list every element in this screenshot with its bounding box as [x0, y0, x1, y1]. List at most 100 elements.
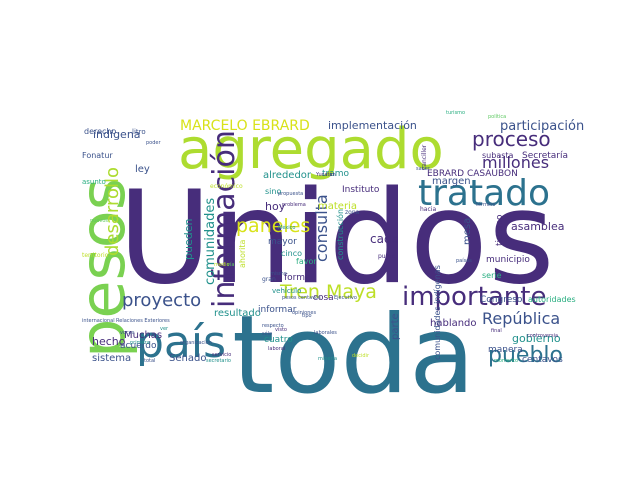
- cloud-word: asunto: [82, 178, 106, 186]
- cloud-word: decidir: [352, 353, 370, 359]
- cloud-word: derecho: [84, 127, 117, 136]
- cloud-word: punto: [378, 253, 396, 260]
- cloud-word: Congreso: [480, 295, 523, 305]
- cloud-word: agregado: [178, 117, 444, 182]
- cloud-word: tramo: [322, 169, 350, 179]
- cloud-word: nuevos: [90, 218, 108, 224]
- cloud-word: total: [144, 358, 155, 364]
- cloud-word: Tren Maya: [279, 281, 377, 303]
- cloud-word: construcción: [335, 209, 345, 260]
- cloud-word: proyecto: [122, 290, 201, 311]
- cloud-word: tiempo: [495, 214, 505, 246]
- cloud-word: territorio: [82, 252, 109, 259]
- cloud-word: Instituto: [342, 185, 380, 195]
- cloud-word: millones: [482, 153, 549, 172]
- cloud-word: implementación: [328, 119, 417, 132]
- cloud-word: parte: [390, 313, 401, 340]
- cloud-word: mayor: [268, 237, 297, 247]
- cloud-word: propuesta: [278, 191, 303, 197]
- cloud-word: ver: [160, 326, 169, 332]
- cloud-word: mesa: [462, 218, 473, 245]
- cloud-word: política: [488, 113, 506, 120]
- cloud-word: zona: [345, 209, 360, 216]
- cloud-word: secretario: [206, 358, 231, 364]
- cloud-word: autoridades: [528, 295, 576, 304]
- cloud-word: tratado: [418, 173, 550, 214]
- cloud-word: término: [476, 201, 496, 208]
- cloud-word: serie: [482, 271, 502, 280]
- cloud-word: comunidades: [203, 198, 218, 285]
- cloud-word: pueden: [182, 219, 195, 260]
- cloud-word: consulta: [312, 194, 331, 262]
- cloud-word: sino: [265, 187, 281, 196]
- cloud-word: canciller: [421, 144, 428, 170]
- cloud-word: opiniones: [292, 310, 316, 316]
- cloud-word: internacional: [82, 318, 115, 324]
- cloud-word: México: [278, 224, 295, 231]
- cloud-word: final: [491, 328, 502, 334]
- cloud-word: vía: [227, 261, 234, 268]
- cloud-word: tipo: [302, 313, 312, 319]
- cloud-word: alrededor: [263, 170, 312, 181]
- cloud-word: controversia: [527, 333, 558, 339]
- cloud-word: Secretaría: [522, 151, 568, 161]
- cloud-word: cuatro: [264, 335, 293, 345]
- cloud-word: informar: [258, 305, 297, 315]
- cloud-word: pueblo: [488, 343, 563, 368]
- cloud-word: gran: [262, 276, 276, 283]
- cloud-word: pesos centavos: [282, 295, 321, 301]
- cloud-word: medio: [214, 262, 230, 268]
- cloud-word: desarrollo: [102, 167, 123, 256]
- cloud-word: vehículo: [272, 287, 301, 295]
- cloud-word: forma: [284, 273, 311, 283]
- cloud-word: poder: [146, 140, 161, 146]
- cloud-word: paneles: [236, 215, 310, 237]
- cloud-word: ley: [135, 164, 150, 175]
- cloud-word: respecto: [262, 323, 284, 329]
- cloud-word: minería: [318, 355, 337, 362]
- cloud-word: acuerdo: [120, 341, 157, 351]
- cloud-word: momento: [494, 358, 518, 364]
- cloud-word: centavos: [522, 355, 563, 365]
- cloud-word: resultado: [214, 308, 261, 319]
- cloud-word: país: [136, 317, 226, 368]
- cloud-word: municipio: [486, 255, 530, 265]
- cloud-word: hecho: [92, 335, 126, 348]
- cloud-word: Unidos: [118, 164, 555, 313]
- cloud-word: Fonatur: [82, 151, 113, 160]
- cloud-word: primera: [130, 340, 150, 346]
- cloud-word: comunidades indígenas: [433, 265, 442, 360]
- cloud-word: toda: [232, 293, 475, 418]
- cloud-word: MARCELO EBRARD: [180, 118, 310, 134]
- cloud-word: indígena: [93, 128, 141, 141]
- cloud-word: organización: [180, 339, 212, 346]
- cloud-word: Relaciones Exteriores: [116, 318, 170, 324]
- cloud-word: sistema: [92, 353, 131, 364]
- cloud-word: litro: [132, 128, 146, 136]
- cloud-word: turismo: [446, 110, 465, 116]
- cloud-word: sólo: [262, 330, 272, 337]
- cloud-word: subasta: [482, 151, 514, 160]
- cloud-word: hoy: [265, 200, 286, 213]
- cloud-word: servicio: [212, 352, 231, 358]
- cloud-word: cosa: [313, 293, 334, 303]
- cloud-word: margen: [432, 176, 471, 187]
- cloud-word: gobierno: [512, 332, 561, 345]
- cloud-word: participación: [500, 119, 584, 134]
- cloud-word: información: [207, 130, 242, 308]
- cloud-word: República: [482, 309, 560, 328]
- cloud-word: problema: [282, 202, 306, 208]
- cloud-word: saber: [416, 166, 431, 172]
- cloud-word: EBRARD CASAUBON: [427, 169, 518, 179]
- cloud-word: Senado: [169, 353, 206, 364]
- cloud-word: cinco: [281, 249, 302, 258]
- cloud-word: Yucatán: [315, 171, 336, 178]
- cloud-word: asamblea: [511, 220, 564, 233]
- cloud-word: países: [456, 257, 472, 264]
- cloud-word: visto: [275, 327, 287, 333]
- cloud-word: proceso: [472, 127, 551, 151]
- cloud-word: favor: [296, 257, 317, 266]
- cloud-word: importante: [402, 282, 546, 312]
